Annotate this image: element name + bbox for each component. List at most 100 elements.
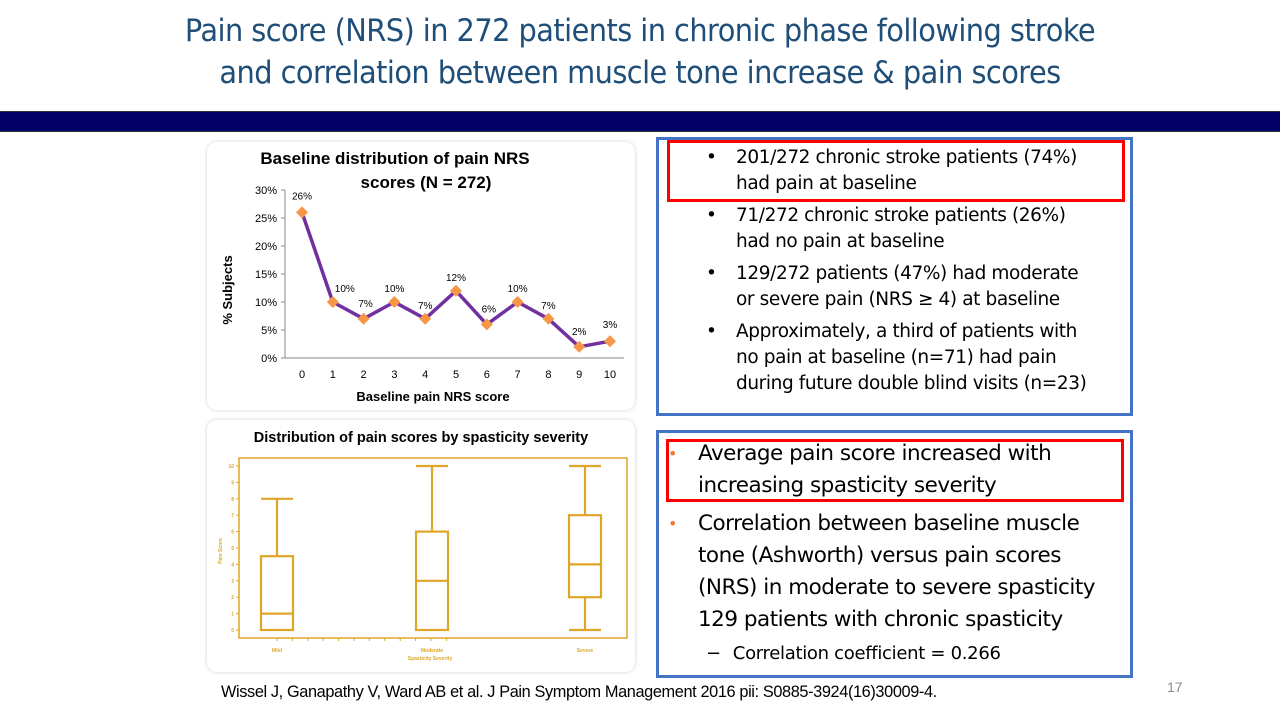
y-tick-label: 8 [231,497,234,503]
y-tick-label: 25% [255,213,277,225]
bullet-text-line: Average pain score increased with [698,441,1052,466]
data-point [480,318,493,331]
y-tick-label: 2 [231,595,234,601]
bullet-text-line: had pain at baseline [736,173,917,194]
data-point [388,296,401,308]
data-point [296,206,308,219]
data-point [419,312,432,325]
data-point [357,312,370,325]
page-number: 17 [1167,679,1183,695]
bullet-text-line: increasing spasticity severity [698,473,997,498]
bullet-text-line: 201/272 chronic stroke patients (74%) [736,147,1077,168]
bullet-dot-icon: • [706,205,717,226]
data-label: 7% [541,301,556,312]
x-tick-label: 1 [330,369,336,381]
bullet-text-line: (NRS) in moderate to severe spasticity [698,575,1096,600]
y-tick-label: 4 [231,562,234,568]
x-tick-label: 0 [299,369,305,381]
x-tick-label: 4 [422,369,428,381]
y-tick-label: 0 [231,628,234,634]
bullet-text-line: had no pain at baseline [736,231,945,252]
data-label: 26% [292,191,312,202]
data-label: 2% [572,327,587,338]
slide-title: Pain score (NRS) in 272 patients in chro… [45,10,1235,94]
title-line-1: Pain score (NRS) in 272 patients in chro… [184,13,1096,49]
data-label: 6% [482,304,497,315]
x-tick-label: 10 [604,369,616,381]
data-point [326,296,339,308]
box-severe [567,464,603,632]
x-tick-label: Mild [272,648,282,654]
data-label: 12% [446,273,466,284]
x-tick-label: 9 [576,369,582,381]
title-line-2: and correlation between muscle tone incr… [219,55,1061,91]
boxplot-title: Distribution of pain scores by spasticit… [254,430,588,446]
boxplot-xlabel: Spasticity Severity [408,656,453,662]
bullet-text-line: tone (Ashworth) versus pain scores [698,543,1061,568]
y-tick-label: 5% [261,325,277,337]
line-chart-ylabel: % Subjects [220,255,235,324]
bullet-text-line: no pain at baseline (n=71) had pain [736,347,1057,368]
line-chart-title-2: scores (N = 272) [361,173,492,192]
bullet-text-line: or severe pain (NRS ≥ 4) at baseline [736,289,1060,310]
x-tick-label: 6 [484,369,490,381]
data-label: 10% [335,284,355,295]
y-tick-label: 3 [231,579,234,585]
data-label: 10% [384,284,404,295]
data-point [604,335,616,348]
bullet-text-line: 71/272 chronic stroke patients (26%) [736,205,1066,226]
boxplot-ylabel: Pain Score [218,538,224,564]
x-tick-label: 7 [515,369,521,381]
bullet-dot-icon: • [706,147,717,168]
y-tick-label: 1 [231,612,234,618]
y-tick-label: 6 [231,530,234,536]
bullet-text-line: during future double blind visits (n=23) [736,373,1087,394]
highlight-box-2 [666,439,1124,502]
y-tick-label: 7 [231,513,234,519]
bullet-dot-icon: • [706,321,717,342]
data-label: 7% [418,301,433,312]
data-label: 7% [358,299,373,310]
x-tick-label: Severe [577,648,594,654]
line-chart-xlabel: Baseline pain NRS score [356,389,509,404]
citation: Wissel J, Ganapathy V, Ward AB et al. J … [221,682,937,701]
x-tick-label: 8 [545,369,551,381]
boxplot-chart: Distribution of pain scores by spasticit… [218,430,628,662]
bullet-dot-icon: • [668,444,677,463]
x-tick-label: Moderate [421,648,443,654]
baseline-findings-box [656,137,1133,416]
bullet-text-line: 129 patients with chronic spasticity [698,607,1063,632]
iqr-box [259,555,295,632]
y-tick-label: 10% [255,297,277,309]
bullet-text-line: 129/272 patients (47%) had moderate [736,263,1079,284]
sub-bullet-text: Correlation coefficient = 0.266 [732,643,1001,664]
sub-bullet-correlation: − Correlation coefficient = 0.266 [706,643,1001,664]
data-point [573,340,586,353]
y-tick-label: 5 [231,546,234,552]
x-tick-label: 3 [391,369,397,381]
bullet-text-line: Approximately, a third of patients with [736,321,1077,342]
header-bar [0,111,1280,132]
dash-bullet-icon: − [706,643,721,664]
box-moderate [414,464,450,632]
x-tick-label: 2 [361,369,367,381]
y-tick-label: 30% [255,185,277,197]
y-tick-label: 0% [261,353,277,365]
y-tick-label: 15% [255,269,277,281]
bullet-dot-icon: • [706,263,717,284]
data-label: 10% [508,284,528,295]
spasticity-findings-box [656,430,1133,678]
boxplot-panel: Distribution of pain scores by spasticit… [207,420,635,672]
data-point [450,284,462,297]
data-label: 3% [603,320,618,331]
bullet-text-line: Correlation between baseline muscle [698,511,1080,536]
line-chart: Baseline distribution of pain NRS scores… [220,149,624,404]
line-chart-panel: Baseline distribution of pain NRS scores… [207,142,635,410]
y-tick-label: 20% [255,241,277,253]
bullet-dot-icon: • [668,514,677,533]
y-tick-label: 9 [231,480,234,486]
iqr-box [567,514,603,599]
box-mild [259,497,295,632]
line-chart-title-1: Baseline distribution of pain NRS [260,149,529,168]
highlight-box-1 [667,140,1125,202]
